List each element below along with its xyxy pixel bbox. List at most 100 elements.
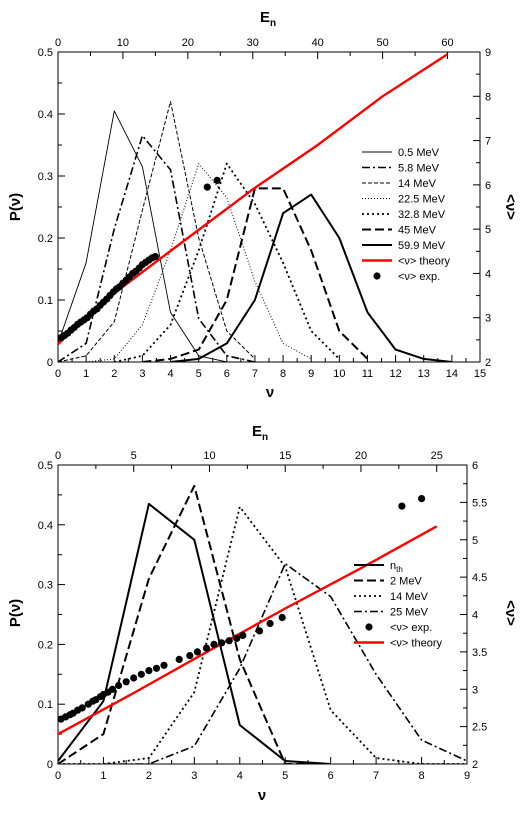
exp-point <box>239 631 247 640</box>
legend: 0.5 MeV 5.8 MeV 14 MeV 22.5 MeV 32.8 MeV 45 M… <box>362 147 450 283</box>
x-tick-label: 1 <box>100 770 106 782</box>
exp-point <box>122 678 130 686</box>
legend-label: nth <box>390 560 403 574</box>
y2-tick-label: 5 <box>472 535 478 547</box>
exp-point <box>175 655 183 664</box>
series-line-3 <box>86 163 312 362</box>
x-tick-label: 8 <box>418 770 424 782</box>
series-line-2 <box>58 505 467 764</box>
legend-label: 14 MeV <box>398 178 437 190</box>
exp-point <box>225 637 233 645</box>
x-tick-label: 2 <box>146 770 152 782</box>
x-tick-label: 14 <box>446 368 458 380</box>
y2-tick-label: 4 <box>485 268 491 280</box>
exp-point <box>152 664 161 672</box>
exp-point <box>193 648 201 656</box>
x-tick-label: 9 <box>308 368 314 380</box>
x-tick-label: 0 <box>55 368 61 380</box>
series-line-0 <box>58 110 227 362</box>
y2-tick-label: 5 <box>485 224 491 236</box>
legend-label: 45 MeV <box>398 225 437 237</box>
series-line-2 <box>58 101 256 362</box>
exp-point <box>203 183 211 191</box>
exp-point <box>398 502 406 510</box>
exp-point <box>418 495 426 503</box>
exp-point <box>137 670 145 678</box>
y-tick-label: 0.5 <box>38 47 53 59</box>
legend-label: 22.5 MeV <box>398 194 446 206</box>
series-line-5 <box>142 187 369 362</box>
x2-tick-label: 0 <box>55 450 61 462</box>
exp-point <box>130 674 138 682</box>
legend-swatch-exp <box>365 623 373 631</box>
y-tick-label: 0.1 <box>38 295 53 307</box>
y2-tick-label: 6 <box>485 180 491 192</box>
series-line-6 <box>170 193 453 362</box>
series-line-4 <box>114 162 340 362</box>
legend-label: 25 MeV <box>390 607 429 619</box>
y2-tick-label: 7 <box>485 136 491 148</box>
series-line-1 <box>58 134 256 362</box>
plot-area <box>58 484 467 764</box>
y-tick-label: 0.4 <box>38 520 53 532</box>
y2-tick-label: 9 <box>485 47 491 59</box>
y-tick-label: 0.2 <box>38 233 53 245</box>
x-tick-label: 12 <box>389 368 401 380</box>
x-axis-title: ν <box>258 787 266 804</box>
x2-axis-title-sub: n <box>262 432 268 443</box>
x2-tick-label: 60 <box>441 37 453 49</box>
x-tick-label: 2 <box>111 368 117 380</box>
x-tick-label: 5 <box>282 770 288 782</box>
exp-point <box>115 681 123 690</box>
y2-tick-label: 3.5 <box>472 647 487 659</box>
x2-tick-label: 15 <box>279 450 291 462</box>
y2-tick-label: 6 <box>472 460 478 472</box>
x2-tick-label: 50 <box>376 37 388 49</box>
x2-tick-label: 5 <box>131 450 137 462</box>
y2-tick-label: 8 <box>485 91 491 103</box>
legend-label: <ν> exp. <box>398 271 440 283</box>
exp-point <box>255 627 264 635</box>
y-tick-label: 0 <box>47 759 53 771</box>
y-tick-label: 0.5 <box>38 460 53 472</box>
x2-axis-title: En <box>260 9 276 29</box>
bottom-panel: 0 1 2 3 4 5 6 7 8 900.10.20.30.40.50 5 10 15 20 2522.5… <box>7 423 519 804</box>
exp-point <box>202 644 211 652</box>
y2-axis-title: <ν> <box>502 194 519 220</box>
legend-label: 2 MeV <box>390 576 422 588</box>
plot-area <box>58 53 453 362</box>
x-tick-label: 3 <box>139 368 145 380</box>
exp-point <box>108 685 117 693</box>
x-axis-title: ν <box>266 384 274 401</box>
x2-tick-label: 20 <box>182 37 194 49</box>
exp-point <box>145 667 153 675</box>
x-tick-label: 7 <box>373 770 379 782</box>
x-tick-label: 8 <box>280 368 286 380</box>
exp-point <box>186 652 194 660</box>
legend-label: <ν> theory <box>398 256 450 268</box>
plot-frame <box>57 51 481 363</box>
y2-tick-label: 3 <box>472 684 478 696</box>
x-tick-label: 6 <box>328 770 334 782</box>
x-tick-label: 7 <box>252 368 258 380</box>
y-tick-label: 0.3 <box>38 171 53 183</box>
y2-tick-label: 2.5 <box>472 722 487 734</box>
x2-tick-label: 40 <box>312 37 324 49</box>
x2-axis-title-sub: n <box>270 18 276 29</box>
x-tick-label: 10 <box>333 368 345 380</box>
exp-point <box>210 640 218 649</box>
x2-axis-title: En <box>252 423 268 443</box>
x-tick-label: 11 <box>362 368 373 380</box>
x-tick-label: 0 <box>55 770 61 782</box>
exp-point <box>78 704 86 712</box>
y-axis-title: P(ν) <box>7 599 24 627</box>
x-tick-label: 3 <box>191 770 197 782</box>
x-tick-label: 5 <box>196 368 202 380</box>
y-tick-label: 0 <box>47 357 53 369</box>
x-tick-label: 1 <box>83 368 89 380</box>
legend-label: 14 MeV <box>390 591 429 603</box>
legend-swatch-exp <box>373 272 381 280</box>
series-line-0 <box>58 502 331 764</box>
